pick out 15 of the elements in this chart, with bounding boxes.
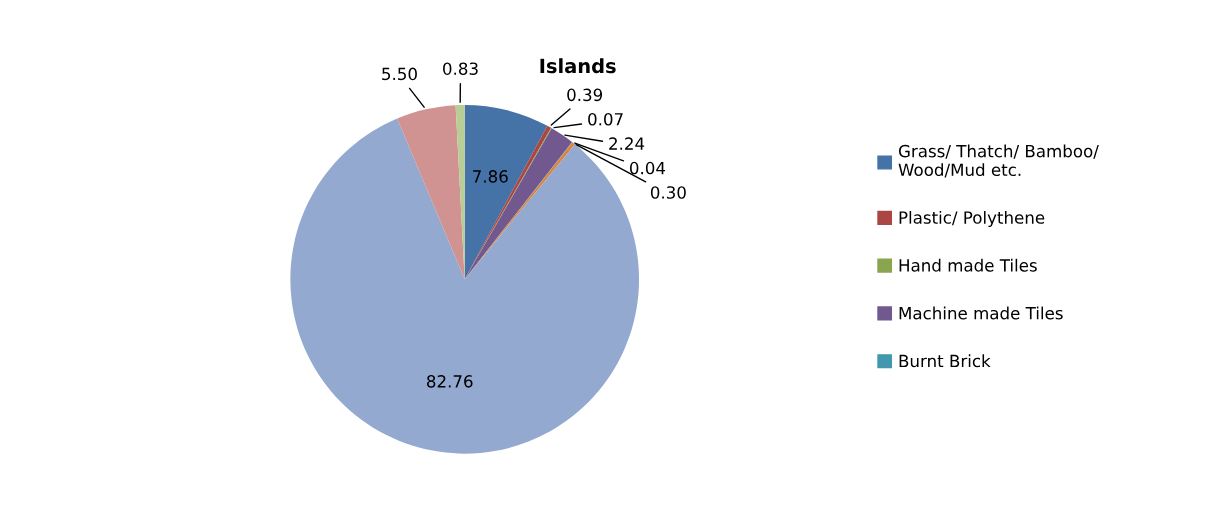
- legend-label: Grass/ Thatch/ Bamboo/ Wood/Mud etc.: [898, 144, 1099, 178]
- data-label: 0.04: [629, 161, 666, 175]
- data-label: 2.24: [609, 137, 645, 150]
- data-label: 0.30: [650, 186, 686, 199]
- data-label: 0.83: [443, 62, 478, 75]
- legend-label: Plastic/ Polythene: [899, 210, 1045, 228]
- data-label: 5.50: [382, 67, 417, 81]
- legend-label: Machine made Tiles: [899, 306, 1063, 320]
- data-label: 7.86: [473, 170, 508, 183]
- data-label: 82.76: [427, 375, 473, 388]
- chart-title: Islands: [540, 58, 616, 74]
- data-label: 0.39: [567, 88, 603, 102]
- legend-label: Burnt Brick: [899, 354, 991, 368]
- data-label: 0.07: [588, 112, 623, 126]
- legend-label: Hand made Tiles: [899, 258, 1037, 272]
